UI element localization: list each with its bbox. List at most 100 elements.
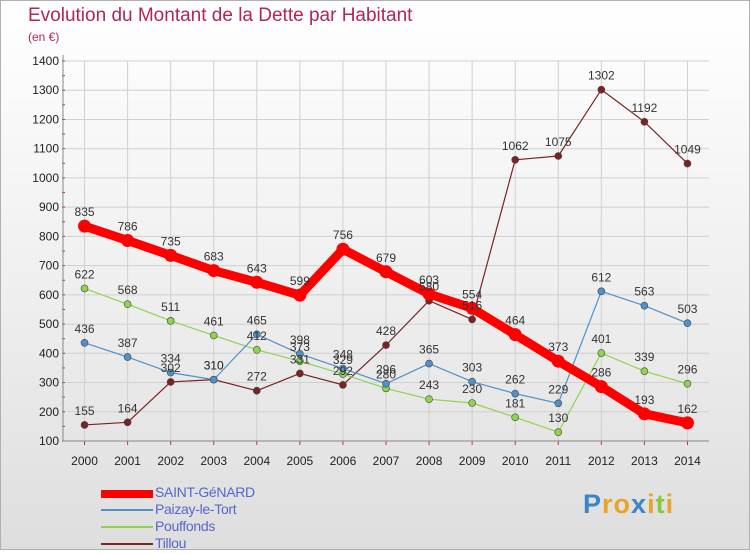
data-point-tillou [640, 118, 649, 126]
data-label-pouffonds: 568 [118, 283, 138, 297]
legend-swatch [101, 543, 153, 545]
data-point-tillou [554, 152, 563, 160]
data-label-tillou: 164 [118, 401, 138, 415]
data-point-tillou [123, 418, 132, 427]
y-tick-label: 600 [39, 288, 59, 302]
data-label-saint-g-nard: 603 [419, 273, 439, 287]
data-label-saint-g-nard: 286 [591, 366, 611, 380]
data-point-paizay-le-tort [296, 350, 304, 358]
data-point-paizay-le-tort [209, 375, 218, 384]
data-point-tillou [166, 378, 175, 386]
legend-swatch [101, 526, 153, 528]
data-label-paizay-le-tort: 503 [677, 302, 697, 316]
legend-label: Tillou [155, 535, 187, 551]
data-point-tillou [511, 156, 520, 164]
legend-swatch [101, 509, 153, 511]
data-point-saint-g-nard [293, 288, 307, 302]
data-label-pouffonds: 412 [247, 329, 267, 343]
data-point-pouffonds [468, 399, 476, 407]
chart-title: Evolution du Montant de la Dette par Hab… [28, 5, 413, 26]
data-label-paizay-le-tort: 296 [376, 363, 396, 377]
x-tick-label: 2007 [373, 454, 400, 468]
legend-label: Pouffonds [155, 518, 216, 534]
data-point-pouffonds [166, 317, 175, 325]
data-point-pouffonds [296, 357, 304, 366]
data-point-pouffonds [640, 367, 649, 375]
data-point-saint-g-nard [594, 380, 608, 394]
data-label-saint-g-nard: 835 [75, 205, 95, 219]
data-label-saint-g-nard: 193 [634, 393, 654, 407]
data-point-pouffonds [554, 428, 563, 437]
data-label-pouffonds: 373 [290, 340, 310, 354]
data-label-tillou: 1062 [502, 139, 529, 153]
data-point-pouffonds [209, 331, 218, 340]
data-point-tillou [80, 421, 89, 429]
data-label-tillou: 1302 [588, 69, 615, 83]
y-tick-label: 900 [39, 200, 59, 214]
x-tick-label: 2008 [416, 454, 443, 468]
data-point-paizay-le-tort [468, 377, 476, 386]
y-tick-label: 200 [39, 405, 59, 419]
data-label-tillou: 272 [247, 370, 267, 384]
data-point-saint-g-nard [379, 265, 393, 279]
y-tick-label: 500 [39, 317, 59, 331]
data-point-saint-g-nard [336, 242, 350, 256]
data-label-pouffonds: 461 [204, 314, 224, 328]
x-tick-label: 2001 [114, 454, 141, 468]
data-label-paizay-le-tort: 465 [247, 313, 267, 327]
data-label-pouffonds: 622 [75, 267, 95, 281]
logo-letter: i [647, 489, 656, 519]
data-point-pouffonds [683, 379, 692, 388]
data-point-paizay-le-tort [425, 359, 433, 368]
data-label-saint-g-nard: 643 [247, 261, 267, 275]
data-point-paizay-le-tort [554, 399, 563, 408]
data-point-paizay-le-tort [597, 287, 606, 296]
y-tick-label: 1300 [32, 83, 59, 97]
data-label-paizay-le-tort: 365 [419, 343, 439, 357]
data-point-paizay-le-tort [339, 364, 347, 373]
x-tick-label: 2014 [674, 454, 701, 468]
data-point-tillou [339, 381, 347, 389]
data-point-tillou [597, 85, 606, 94]
data-point-saint-g-nard [422, 287, 436, 301]
data-label-saint-g-nard: 373 [548, 340, 568, 354]
data-point-paizay-le-tort [253, 330, 261, 339]
data-point-pouffonds [123, 300, 132, 309]
logo-letter: t [655, 489, 666, 519]
x-tick-label: 2000 [71, 454, 98, 468]
data-point-paizay-le-tort [640, 301, 649, 310]
logo-letter: r [602, 489, 614, 519]
data-point-tillou [382, 341, 390, 349]
data-point-pouffonds [80, 284, 89, 293]
x-tick-label: 2003 [200, 454, 227, 468]
data-label-saint-g-nard: 786 [118, 219, 138, 233]
logo-letter: o [613, 489, 632, 519]
series-group [78, 85, 694, 437]
data-label-paizay-le-tort: 436 [75, 322, 95, 336]
x-tick-label: 2009 [459, 454, 486, 468]
data-label-paizay-le-tort: 563 [634, 285, 654, 299]
legend-label: Paizay-le-Tort [155, 501, 237, 517]
y-tick-label: 400 [39, 346, 59, 360]
data-label-pouffonds: 280 [376, 367, 396, 381]
y-tick-label: 700 [39, 259, 59, 273]
y-tick-label: 1400 [32, 54, 59, 68]
proxiti-logo: Proxiti [583, 489, 674, 520]
data-labels: 155 164 302 310 272 331 292 428 580 516 1062 1075 13… [75, 69, 702, 426]
data-label-paizay-le-tort: 387 [118, 336, 138, 350]
data-label-saint-g-nard: 599 [290, 274, 310, 288]
data-label-pouffonds: 401 [591, 332, 611, 346]
data-point-saint-g-nard [164, 248, 178, 262]
data-point-pouffonds [511, 413, 520, 422]
data-label-tillou: 1049 [674, 143, 701, 157]
data-label-tillou: 310 [204, 359, 224, 373]
data-point-paizay-le-tort [123, 353, 132, 361]
data-label-pouffonds: 230 [462, 382, 482, 396]
data-label-paizay-le-tort: 398 [290, 333, 310, 347]
data-label-pouffonds: 130 [548, 411, 568, 425]
x-tick-label: 2006 [330, 454, 357, 468]
grid-lines [63, 60, 709, 442]
data-label-paizay-le-tort: 262 [505, 373, 525, 387]
y-tick-label: 1000 [32, 171, 59, 185]
